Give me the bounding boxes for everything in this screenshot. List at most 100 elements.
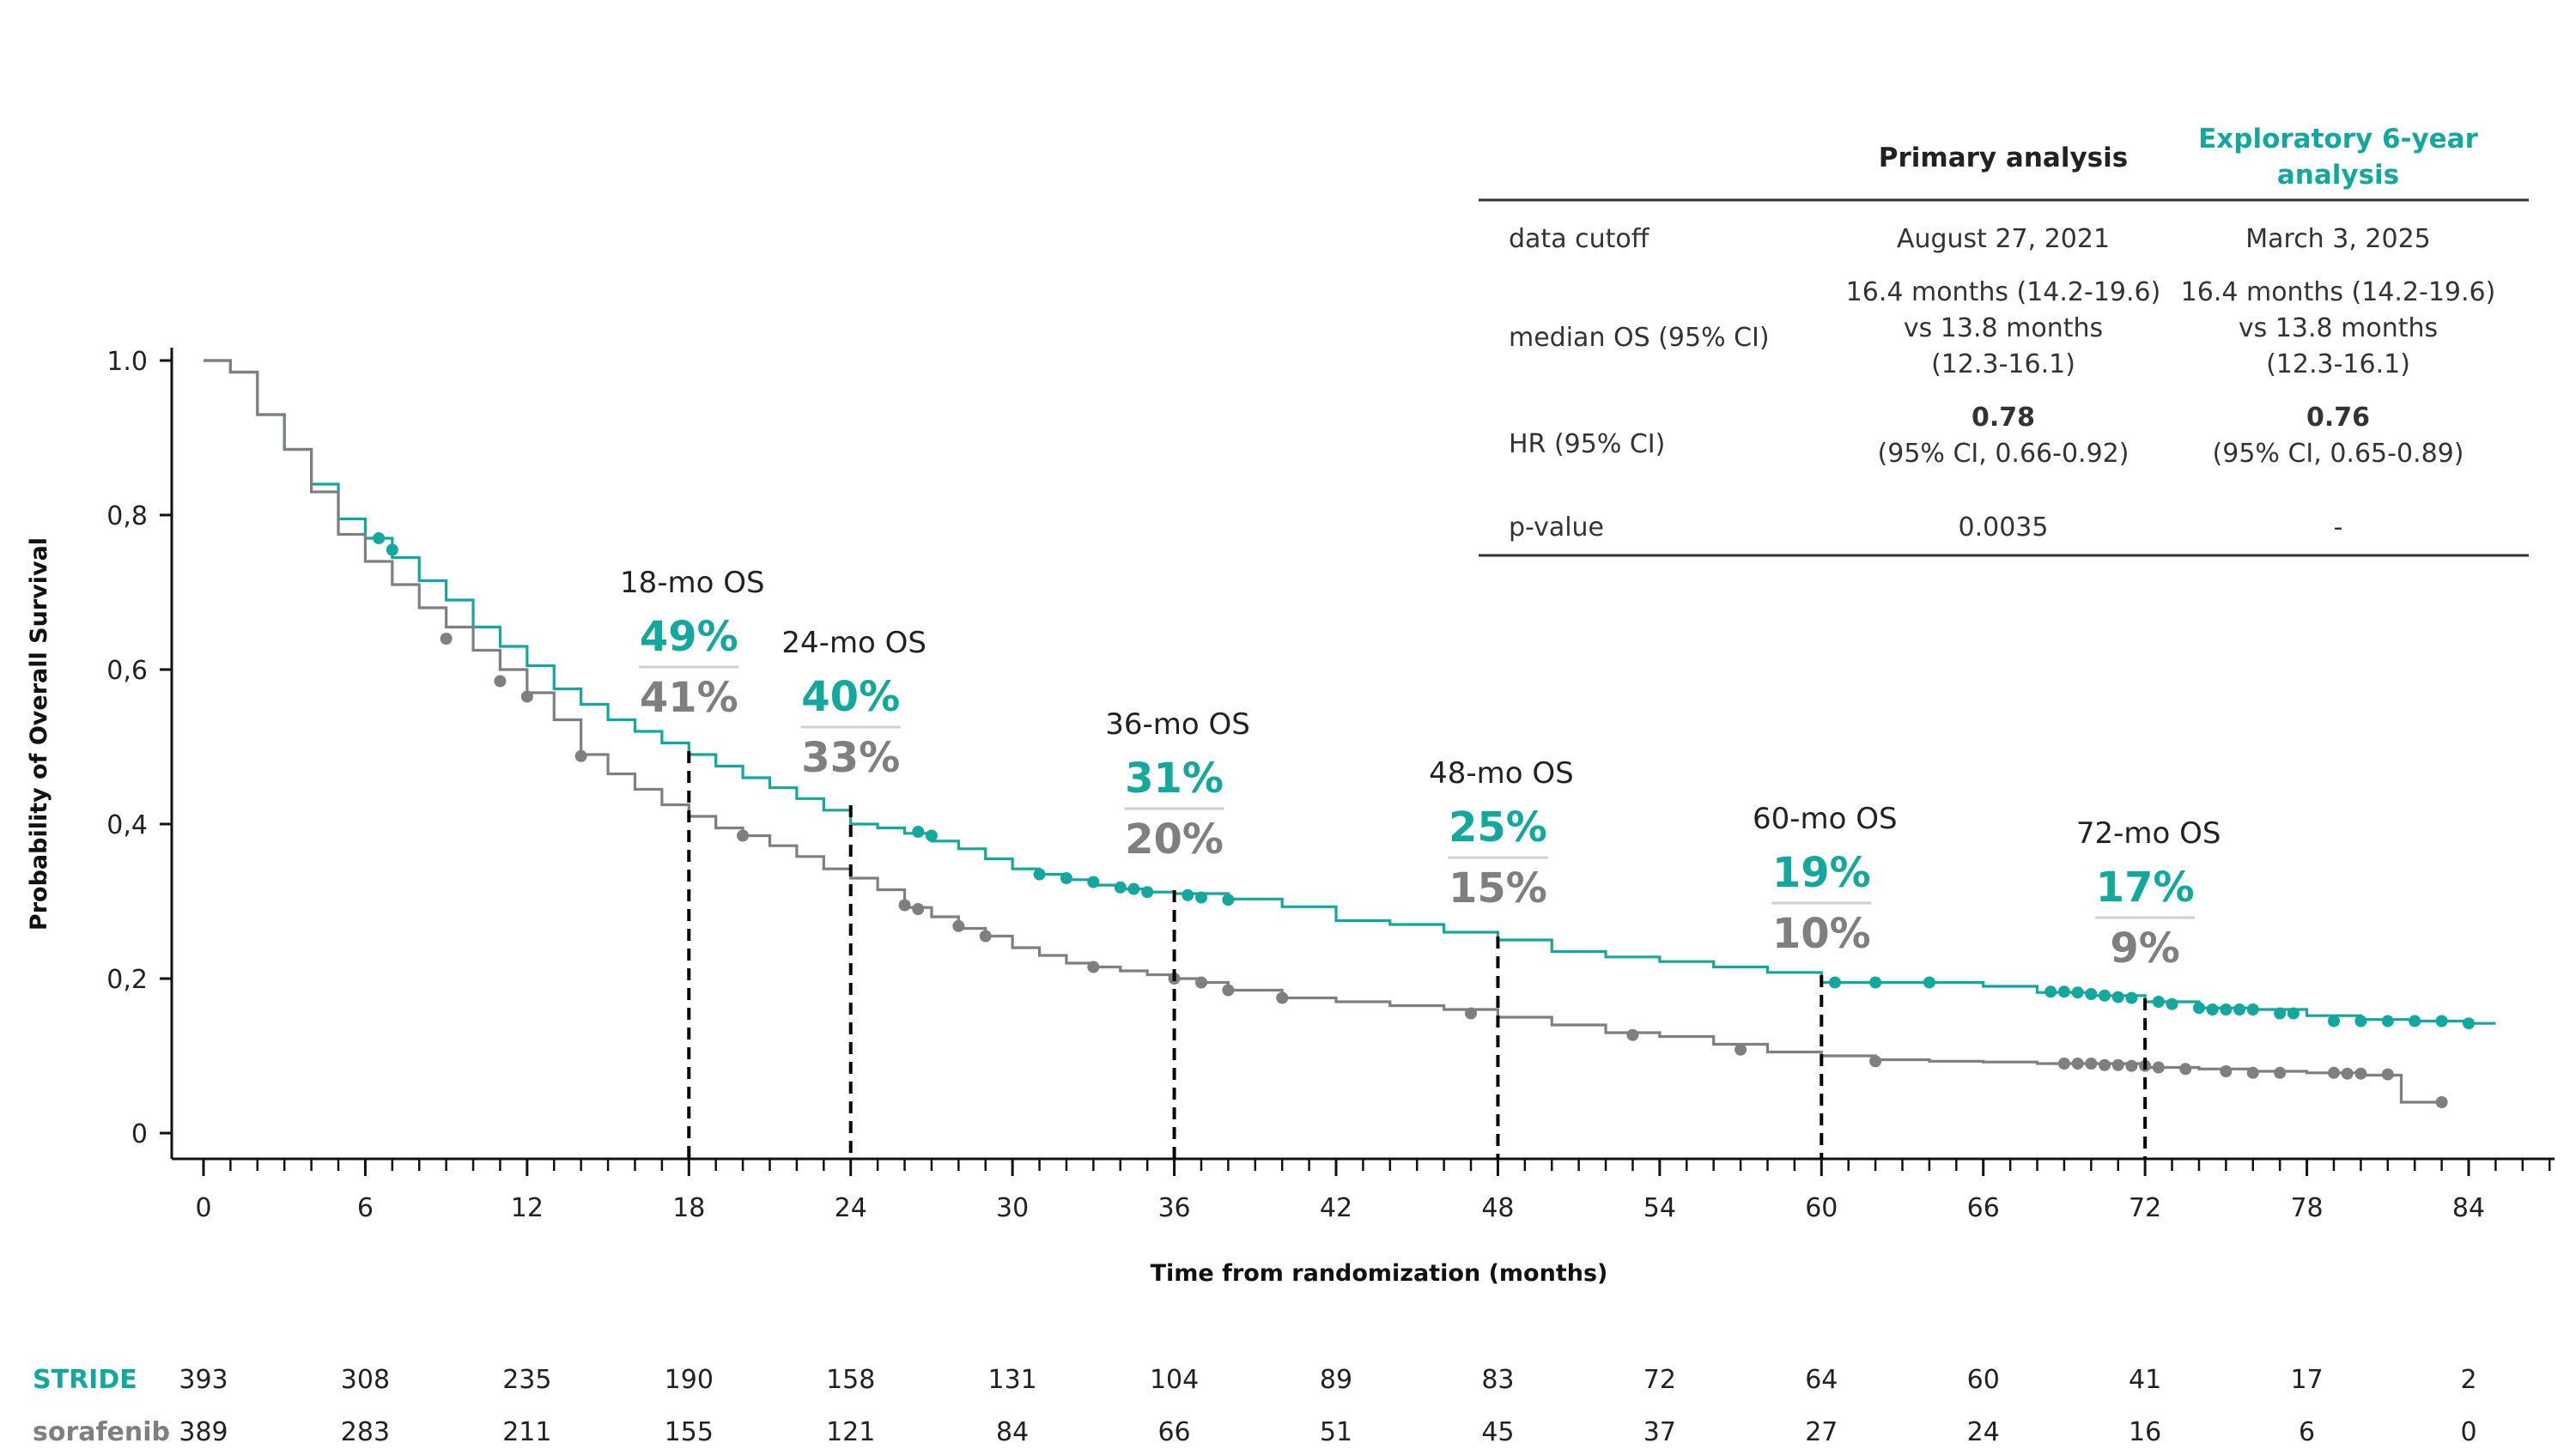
censor-mark-sorafenib bbox=[2246, 1066, 2259, 1079]
risk-value: 283 bbox=[341, 1417, 390, 1447]
landmark-sorafenib-pct-72: 9% bbox=[2110, 925, 2180, 973]
censor-mark-stride bbox=[2085, 988, 2098, 1000]
x-tick-label: 84 bbox=[2452, 1193, 2485, 1223]
risk-value: 393 bbox=[179, 1365, 228, 1395]
risk-value: 0 bbox=[2460, 1417, 2476, 1447]
landmark-label-18: 18-mo OS bbox=[620, 566, 765, 600]
censor-mark-sorafenib bbox=[979, 930, 992, 943]
censor-mark-stride bbox=[2071, 986, 2084, 999]
y-tick-label: 1.0 bbox=[106, 347, 148, 377]
censor-mark-stride bbox=[2125, 991, 2138, 1004]
table-cell-exploratory: 16.4 months (14.2-19.6) bbox=[2181, 277, 2496, 307]
censor-mark-stride bbox=[2463, 1017, 2475, 1030]
censor-mark-stride bbox=[2354, 1015, 2367, 1028]
risk-value: 66 bbox=[1157, 1417, 1190, 1447]
table-row-label: HR (95% CI) bbox=[1509, 429, 1665, 459]
censor-mark-stride bbox=[2287, 1007, 2300, 1020]
censor-mark-sorafenib bbox=[2327, 1066, 2340, 1079]
landmark-stride-pct-36: 31% bbox=[1125, 755, 1224, 803]
censor-mark-stride bbox=[2381, 1015, 2394, 1028]
landmark-stride-pct-18: 49% bbox=[640, 613, 738, 661]
table-cell-primary: 16.4 months (14.2-19.6) bbox=[1846, 277, 2161, 307]
table-cell-exploratory: - bbox=[2334, 512, 2343, 543]
censor-mark-stride bbox=[386, 543, 398, 556]
censor-mark-stride bbox=[2206, 1003, 2219, 1016]
censor-mark-sorafenib bbox=[2085, 1058, 2098, 1070]
risk-value: 104 bbox=[1150, 1365, 1199, 1395]
y-tick-label: 0,2 bbox=[106, 965, 148, 995]
censor-mark-stride bbox=[2274, 1007, 2287, 1020]
landmark-sorafenib-pct-48: 15% bbox=[1449, 864, 1547, 912]
censor-mark-stride bbox=[2099, 989, 2111, 1002]
risk-value: 155 bbox=[665, 1417, 714, 1447]
risk-value: 389 bbox=[179, 1417, 228, 1447]
table-row-label: median OS (95% CI) bbox=[1509, 323, 1770, 353]
censor-mark-stride bbox=[912, 826, 925, 838]
censor-mark-stride bbox=[1141, 886, 1154, 899]
censor-mark-sorafenib bbox=[1735, 1043, 1747, 1056]
risk-value: 83 bbox=[1481, 1365, 1514, 1395]
censor-mark-sorafenib bbox=[2435, 1096, 2448, 1108]
x-tick-label: 72 bbox=[2129, 1193, 2161, 1223]
table-cell-primary: 0.78 bbox=[1971, 403, 2035, 433]
x-tick-label: 30 bbox=[996, 1193, 1029, 1223]
censor-mark-stride bbox=[1114, 881, 1127, 894]
x-tick-label: 0 bbox=[195, 1193, 211, 1223]
censor-mark-stride bbox=[1222, 894, 1235, 906]
censor-mark-stride bbox=[2327, 1015, 2340, 1028]
censor-mark-sorafenib bbox=[737, 829, 750, 842]
risk-value: 45 bbox=[1481, 1417, 1514, 1447]
censor-mark-sorafenib bbox=[2220, 1065, 2233, 1077]
landmarks-layer: 18-mo OS 49% 41% 24-mo OS 40% 33% 36-mo OS 31% 2… bbox=[620, 566, 2221, 1159]
table-cell-primary: (12.3-16.1) bbox=[1931, 349, 2075, 379]
risk-value: 60 bbox=[1967, 1365, 2000, 1395]
x-tick-label: 60 bbox=[1805, 1193, 1838, 1223]
censor-mark-stride bbox=[2233, 1003, 2246, 1016]
landmark-label-36: 36-mo OS bbox=[1105, 707, 1250, 742]
risk-value: 211 bbox=[502, 1417, 551, 1447]
risk-value: 17 bbox=[2290, 1365, 2323, 1395]
table-header-exploratory-line2: analysis bbox=[2277, 160, 2399, 191]
censor-mark-sorafenib bbox=[1869, 1055, 1882, 1068]
censor-mark-stride bbox=[2435, 1015, 2448, 1028]
risk-value: 27 bbox=[1805, 1417, 1838, 1447]
censor-mark-stride bbox=[373, 532, 386, 544]
censor-mark-stride bbox=[2246, 1003, 2259, 1016]
x-tick-label: 24 bbox=[835, 1193, 867, 1223]
y-tick-label: 0,4 bbox=[106, 810, 148, 840]
censor-mark-stride bbox=[2044, 985, 2057, 998]
table-cell-exploratory: (95% CI, 0.65-0.89) bbox=[2213, 439, 2464, 469]
risk-value: 24 bbox=[1967, 1417, 2000, 1447]
censor-mark-stride bbox=[2111, 991, 2124, 1003]
censor-mark-sorafenib bbox=[2099, 1058, 2111, 1071]
table-cell-primary: 0.0035 bbox=[1959, 512, 2049, 543]
x-tick-label: 78 bbox=[2290, 1193, 2323, 1223]
table-cell-exploratory: vs 13.8 months bbox=[2239, 313, 2438, 343]
landmark-label-48: 48-mo OS bbox=[1429, 756, 1574, 791]
x-axis-title: Time from randomization (months) bbox=[1151, 1260, 1608, 1287]
x-tick-label: 36 bbox=[1157, 1193, 1190, 1223]
risk-value: 190 bbox=[665, 1365, 714, 1395]
table-cell-exploratory: 0.76 bbox=[2306, 403, 2370, 433]
censor-mark-sorafenib bbox=[494, 675, 507, 688]
y-tick-label: 0 bbox=[131, 1119, 148, 1149]
censor-mark-stride bbox=[1194, 891, 1207, 904]
risk-row-label-sorafenib: sorafenib bbox=[33, 1417, 170, 1447]
censor-mark-stride bbox=[2166, 997, 2178, 1010]
x-tick-label: 12 bbox=[511, 1193, 544, 1223]
censor-mark-sorafenib bbox=[2381, 1068, 2394, 1081]
censor-mark-stride bbox=[1060, 872, 1072, 884]
x-tick-label: 6 bbox=[357, 1193, 374, 1223]
landmark-sorafenib-pct-36: 20% bbox=[1125, 815, 1224, 864]
censor-mark-sorafenib bbox=[1626, 1028, 1639, 1041]
censor-mark-sorafenib bbox=[1465, 1007, 1478, 1020]
table-cell-primary: vs 13.8 months bbox=[1904, 313, 2103, 343]
censor-mark-sorafenib bbox=[2152, 1061, 2165, 1074]
censor-mark-stride bbox=[2057, 985, 2070, 998]
censor-mark-sorafenib bbox=[1276, 991, 1289, 1004]
censor-mark-sorafenib bbox=[898, 899, 911, 912]
censor-mark-stride bbox=[1087, 876, 1100, 888]
censor-mark-sorafenib bbox=[952, 919, 965, 932]
curves-layer bbox=[204, 359, 2496, 1108]
